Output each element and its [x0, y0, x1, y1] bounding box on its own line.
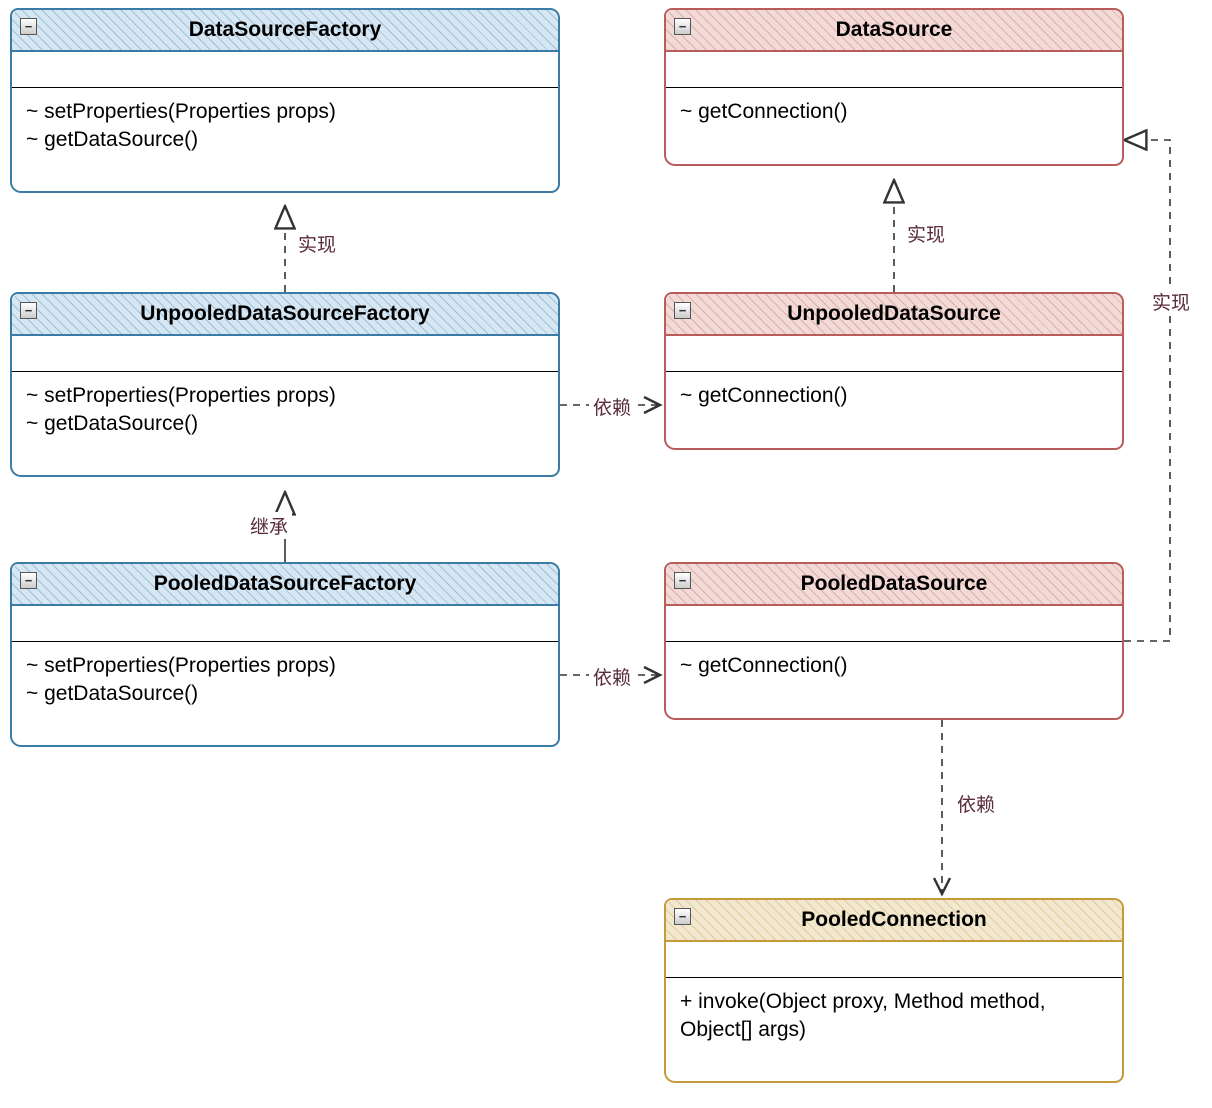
collapse-icon[interactable]	[674, 572, 691, 589]
class-attributes	[666, 52, 1122, 88]
class-attributes	[12, 52, 558, 88]
class-methods: ~ setProperties(Properties props)~ getDa…	[12, 372, 558, 449]
edge-PooledDataSource-DataSource	[1124, 140, 1170, 641]
class-title-text: UnpooledDataSource	[787, 302, 1001, 325]
edge-label: 实现	[294, 230, 340, 257]
class-title: PooledConnection	[666, 900, 1122, 942]
class-method: ~ getConnection()	[680, 382, 1108, 410]
class-DataSourceFactory[interactable]: DataSourceFactory ~ setProperties(Propert…	[10, 8, 560, 193]
class-method: ~ getConnection()	[680, 98, 1108, 126]
class-method: ~ setProperties(Properties props)	[26, 98, 544, 126]
edge-label: 继承	[246, 512, 292, 539]
class-attributes	[666, 942, 1122, 978]
collapse-icon[interactable]	[674, 18, 691, 35]
class-title: DataSourceFactory	[12, 10, 558, 52]
collapse-icon[interactable]	[20, 18, 37, 35]
class-attributes	[666, 606, 1122, 642]
class-method: ~ getConnection()	[680, 652, 1108, 680]
class-DataSource[interactable]: DataSource ~ getConnection()	[664, 8, 1124, 166]
edge-label: 实现	[1148, 288, 1194, 315]
class-method: ~ getDataSource()	[26, 410, 544, 438]
class-title: DataSource	[666, 10, 1122, 52]
class-method: + invoke(Object proxy, Method method, Ob…	[680, 988, 1108, 1045]
class-title-text: UnpooledDataSourceFactory	[140, 302, 429, 325]
class-title-text: PooledDataSource	[801, 572, 988, 595]
class-attributes	[12, 336, 558, 372]
edge-label: 依赖	[589, 393, 635, 420]
class-title-text: PooledConnection	[801, 908, 987, 931]
class-methods: ~ getConnection()	[666, 88, 1122, 136]
class-UnpooledDataSourceFactory[interactable]: UnpooledDataSourceFactory ~ setProperties…	[10, 292, 560, 477]
collapse-icon[interactable]	[20, 302, 37, 319]
class-PooledDataSource[interactable]: PooledDataSource ~ getConnection()	[664, 562, 1124, 720]
edge-label: 依赖	[953, 790, 999, 817]
class-methods: ~ setProperties(Properties props)~ getDa…	[12, 642, 558, 719]
uml-canvas: 实现继承实现实现依赖依赖依赖DataSourceFactory~ setProp…	[0, 0, 1212, 1108]
collapse-icon[interactable]	[674, 302, 691, 319]
class-title-text: PooledDataSourceFactory	[154, 572, 417, 595]
class-PooledConnection[interactable]: PooledConnection + invoke(Object proxy, M…	[664, 898, 1124, 1083]
class-methods: + invoke(Object proxy, Method method, Ob…	[666, 978, 1122, 1055]
class-title: PooledDataSource	[666, 564, 1122, 606]
class-methods: ~ getConnection()	[666, 372, 1122, 420]
class-title: UnpooledDataSource	[666, 294, 1122, 336]
collapse-icon[interactable]	[20, 572, 37, 589]
class-UnpooledDataSource[interactable]: UnpooledDataSource ~ getConnection()	[664, 292, 1124, 450]
class-title: PooledDataSourceFactory	[12, 564, 558, 606]
class-attributes	[666, 336, 1122, 372]
edge-label: 依赖	[589, 663, 635, 690]
class-methods: ~ setProperties(Properties props)~ getDa…	[12, 88, 558, 165]
class-method: ~ getDataSource()	[26, 126, 544, 154]
class-title-text: DataSource	[836, 18, 953, 41]
class-attributes	[12, 606, 558, 642]
class-method: ~ setProperties(Properties props)	[26, 652, 544, 680]
class-PooledDataSourceFactory[interactable]: PooledDataSourceFactory ~ setProperties(P…	[10, 562, 560, 747]
class-method: ~ setProperties(Properties props)	[26, 382, 544, 410]
class-methods: ~ getConnection()	[666, 642, 1122, 690]
edge-label: 实现	[903, 220, 949, 247]
collapse-icon[interactable]	[674, 908, 691, 925]
class-title-text: DataSourceFactory	[189, 18, 382, 41]
class-title: UnpooledDataSourceFactory	[12, 294, 558, 336]
class-method: ~ getDataSource()	[26, 680, 544, 708]
